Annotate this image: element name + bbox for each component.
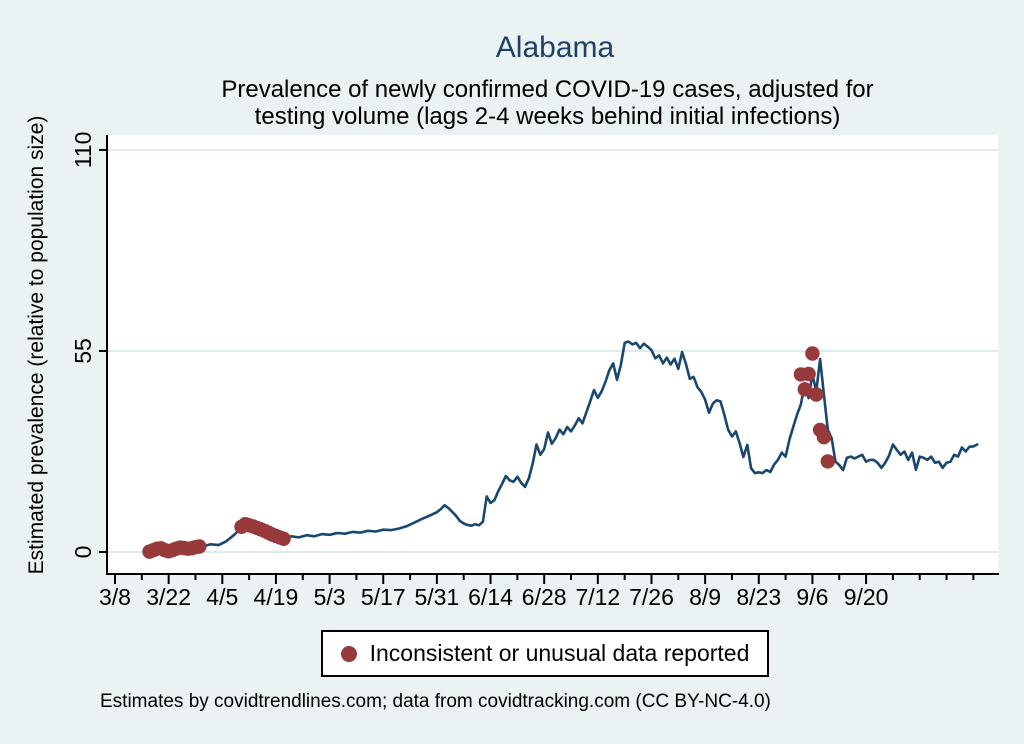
x-tick-label: 5/31 [415, 584, 460, 610]
x-tick-label: 9/6 [796, 584, 828, 610]
chart-subtitle-line2: testing volume (lags 2-4 weeks behind in… [254, 103, 841, 130]
x-tick-label: 5/17 [361, 584, 406, 610]
y-tick-label: 110 [70, 132, 96, 169]
x-tick-label: 8/9 [689, 584, 721, 610]
x-tick-label: 4/5 [206, 584, 238, 610]
chart-subtitle: Prevalence of newly confirmed COVID-19 c… [60, 76, 1024, 130]
flagged-point [192, 539, 207, 554]
x-tick-label: 6/14 [468, 584, 513, 610]
y-tick-label: 55 [70, 338, 96, 364]
x-tick-label: 6/28 [522, 584, 567, 610]
x-tick-label: 7/12 [575, 584, 620, 610]
flagged-point [276, 531, 291, 546]
legend: Inconsistent or unusual data reported [100, 630, 990, 677]
legend-box: Inconsistent or unusual data reported [320, 630, 770, 677]
flagged-point [820, 454, 835, 469]
x-tick-label: 4/19 [254, 584, 299, 610]
flagged-point-legend-marker [340, 645, 357, 662]
x-tick-label: 8/23 [736, 584, 781, 610]
flagged-point [797, 382, 812, 397]
flagged-point [809, 387, 824, 402]
source-note: Estimates by covidtrendlines.com; data f… [100, 691, 771, 712]
chart-subtitle-line1: Prevalence of newly confirmed COVID-19 c… [221, 76, 874, 103]
chart-title: Alabama [495, 31, 615, 64]
x-tick-label: 3/8 [99, 584, 131, 610]
plot-area [108, 135, 998, 573]
x-tick-label: 5/3 [314, 584, 346, 610]
x-tick-label: 9/20 [844, 584, 889, 610]
flagged-point [816, 430, 832, 445]
legend-label: Inconsistent or unusual data reported [369, 640, 750, 666]
flagged-point [805, 346, 820, 361]
flagged-point [801, 366, 816, 382]
y-tick-label: 0 [70, 546, 96, 559]
x-tick-label: 3/22 [146, 584, 191, 610]
x-tick-label: 7/26 [629, 584, 674, 610]
trend-line [148, 340, 979, 553]
